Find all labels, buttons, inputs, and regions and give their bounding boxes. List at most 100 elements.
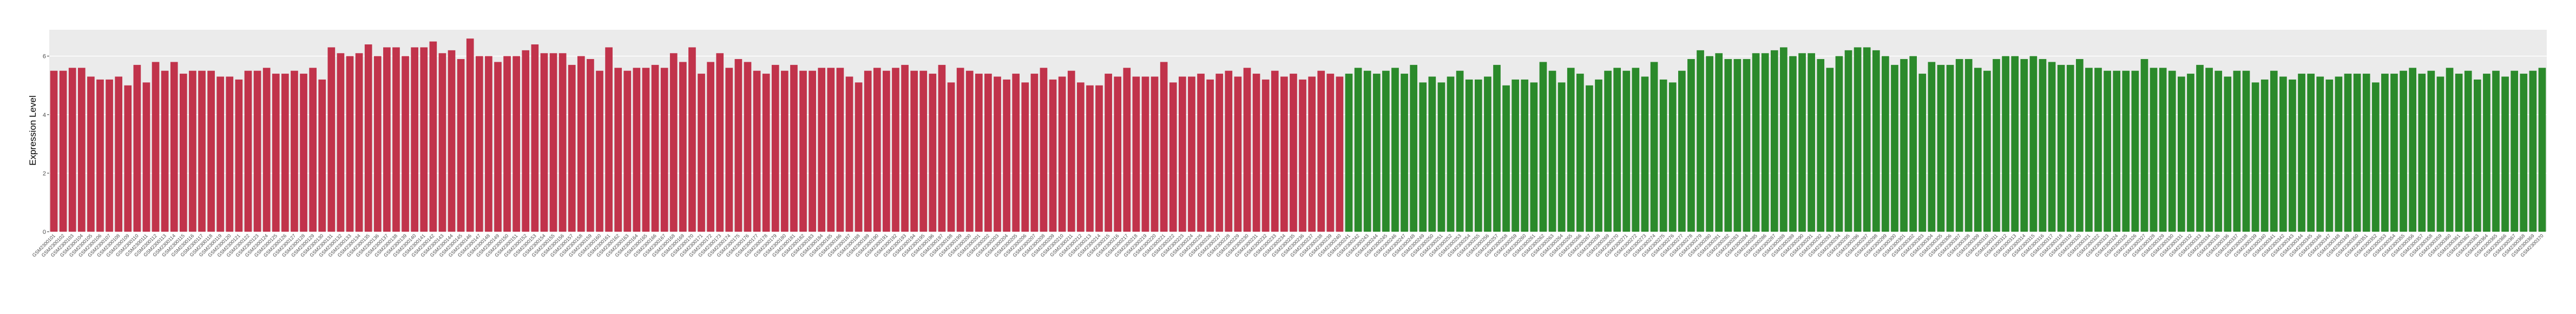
bar: [1428, 76, 1436, 232]
bar: [1299, 79, 1306, 232]
bar: [1613, 68, 1621, 232]
bar: [1132, 76, 1140, 232]
bar: [2520, 74, 2528, 232]
bar: [2094, 68, 2102, 232]
bar: [679, 62, 687, 232]
bar: [309, 68, 317, 232]
bar: [244, 70, 252, 232]
bar: [1215, 74, 1224, 232]
bar: [642, 68, 650, 232]
bar: [558, 53, 567, 232]
bar: [633, 68, 641, 232]
y-tick-label: 4: [43, 112, 46, 119]
y-tick-label: 0: [43, 229, 46, 236]
bar: [216, 76, 225, 232]
bar: [1650, 62, 1658, 232]
bar: [1058, 76, 1066, 232]
bar: [337, 53, 345, 232]
bar: [984, 74, 992, 232]
bar: [1021, 82, 1029, 232]
bar: [1317, 70, 1325, 232]
bar: [1668, 82, 1677, 232]
bar: [1252, 74, 1260, 232]
bar: [1290, 74, 1297, 232]
bar: [2289, 79, 2296, 232]
bar: [1993, 59, 2000, 232]
bar: [2039, 59, 2047, 232]
bar: [947, 82, 955, 232]
bar: [2150, 68, 2158, 232]
bar: [2029, 56, 2038, 232]
bar: [2307, 74, 2315, 232]
bar: [2020, 59, 2028, 232]
bar: [2251, 82, 2259, 232]
bar: [1641, 76, 1649, 232]
bar: [1484, 76, 1491, 232]
bar: [235, 79, 243, 232]
bar: [1632, 68, 1640, 232]
bar: [855, 82, 863, 232]
bar: [1706, 56, 1713, 232]
bar: [2168, 70, 2176, 232]
bar: [1761, 53, 1769, 232]
bar: [623, 70, 632, 232]
bar: [919, 70, 928, 232]
bar: [2436, 76, 2444, 232]
bar: [1512, 79, 1520, 232]
bar: [1206, 79, 1214, 232]
bar: [1567, 68, 1575, 232]
bar: [2205, 68, 2213, 232]
bar: [1715, 53, 1723, 232]
bar: [115, 76, 123, 232]
bar: [531, 44, 539, 232]
bar: [1826, 68, 1834, 232]
bar: [2316, 76, 2324, 232]
bar: [1095, 85, 1103, 232]
bar: [2501, 76, 2509, 232]
bar: [1105, 74, 1112, 232]
bar: [1659, 79, 1667, 232]
bar: [2048, 62, 2056, 232]
bar: [883, 70, 890, 232]
bar: [2418, 74, 2426, 232]
bar: [2242, 70, 2250, 232]
bar: [402, 56, 409, 232]
bar: [688, 47, 696, 232]
bar: [1964, 59, 1973, 232]
bar: [577, 56, 585, 232]
bar: [1854, 47, 1862, 232]
bar: [2390, 74, 2398, 232]
bar: [1835, 56, 1843, 232]
bar: [2362, 74, 2370, 232]
bar: [651, 64, 659, 232]
bar: [1308, 76, 1316, 232]
bar: [1780, 47, 1788, 232]
bar: [198, 70, 206, 232]
bar: [1391, 68, 1399, 232]
bar: [2011, 56, 2019, 232]
y-tick-label: 6: [43, 54, 46, 60]
bar: [1151, 76, 1159, 232]
bar: [346, 56, 354, 232]
bar: [2455, 74, 2463, 232]
bar: [503, 56, 511, 232]
bar: [910, 70, 918, 232]
bar: [614, 68, 622, 232]
bar: [1243, 68, 1251, 232]
bar: [1326, 74, 1335, 232]
bar: [587, 59, 594, 232]
bar: [975, 74, 983, 232]
bar: [512, 56, 521, 232]
bar: [1697, 50, 1704, 232]
bar: [1465, 79, 1473, 232]
bar: [1900, 59, 1908, 232]
bar: [1160, 62, 1168, 232]
bar: [956, 68, 964, 232]
bar: [1946, 64, 1954, 232]
bar: [392, 47, 400, 232]
bar: [59, 70, 67, 232]
bar: [448, 50, 456, 232]
bar: [1789, 56, 1797, 232]
bar: [1604, 70, 1612, 232]
bar: [2298, 74, 2305, 232]
